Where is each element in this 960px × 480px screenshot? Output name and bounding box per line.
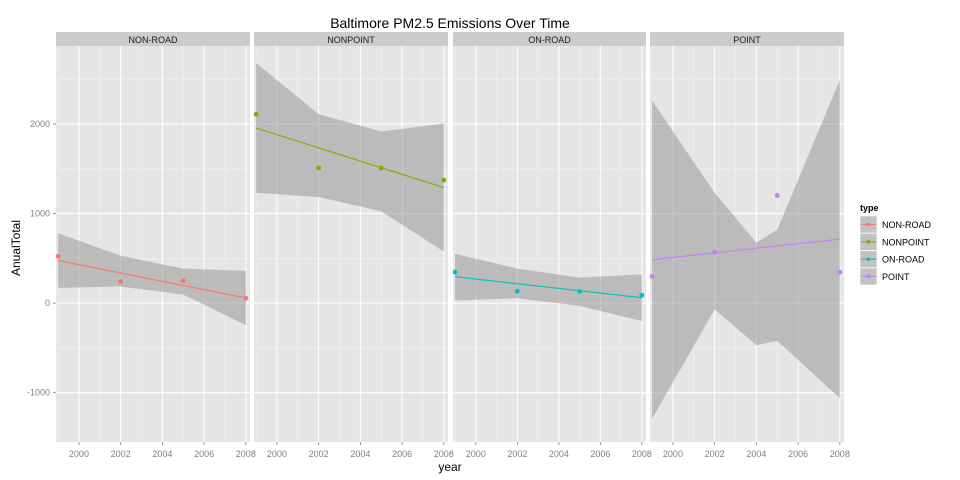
y-tick-label: -1000 [27,388,50,398]
x-tick-label: 2006 [788,449,808,459]
x-tick-label: 2000 [663,449,683,459]
data-point [837,269,843,275]
x-tick-label: 2002 [111,449,131,459]
x-tick-label: 2004 [549,449,569,459]
facet-strip-label: NON-ROAD [129,35,178,45]
x-tick-label: 2004 [152,449,172,459]
fit-line [255,127,444,189]
facet-strip [254,32,448,46]
x-tick-label: 2006 [392,449,412,459]
data-point [712,249,718,255]
data-point [118,279,124,284]
legend-label: NON-ROAD [882,220,931,230]
x-tick-label: 2006 [194,449,214,459]
x-tick-label: 2002 [507,449,527,459]
legend-key-point [866,222,871,227]
legend-entry-point: POINT [859,267,910,286]
x-tick-label: 2000 [69,449,89,459]
facet-strip-label: POINT [733,35,761,45]
legend-entry-non-road: NON-ROAD [859,215,931,234]
data-point [639,292,645,298]
x-tick-label: 2004 [746,449,766,459]
panel-background [56,46,250,442]
data-point [441,177,447,183]
data-point [774,193,780,198]
legend-label: NONPOINT [882,237,930,247]
legend-label: POINT [882,272,910,282]
y-axis: -1000 0 1000 2000 [27,119,56,398]
x-tick-label: 2004 [350,449,370,459]
x-tick-label: 2000 [267,449,287,459]
legend-key-point [866,239,871,244]
facet-strip-label: NONPOINT [327,35,375,45]
facet-point: POINT 2000 2002 2004 2006 2008 [649,32,850,459]
x-tick-label: 2002 [309,449,329,459]
data-point [180,278,186,284]
x-tick-label: 2006 [590,449,610,459]
facet-strip [650,32,844,46]
x-tick-label: 2000 [466,449,486,459]
data-point [514,288,520,294]
x-tick-label: 2008 [632,449,652,459]
data-point [577,289,582,294]
legend-entry-nonpoint: NONPOINT [859,233,930,251]
panel-background [453,46,646,442]
facet-nonpoint: NONPOINT 2000 2002 2004 2006 2008 [253,32,454,459]
data-point [253,111,259,117]
data-point [452,269,458,275]
facet-on-road: ON-ROAD 2000 2002 2004 2006 2008 [452,32,652,459]
legend-label: ON-ROAD [882,255,925,265]
data-point [55,253,61,259]
data-point [316,165,322,171]
legend-key-point [866,274,871,279]
legend-entry-on-road: ON-ROAD [859,250,925,268]
fit-line [57,260,246,299]
fit-line [652,238,840,261]
facets-layer: NON-ROAD 2000 2002 2004 2006 2008 NONPOINT 2000… [27,32,850,459]
facet-strip [453,32,646,46]
x-tick-label: 2008 [236,449,256,459]
data-point [649,274,655,279]
y-axis-title: AnualTotal [9,220,23,276]
x-tick-label: 2008 [434,449,454,459]
legend: type NON-ROAD NONPOINT ON-ROAD POINT [859,203,931,286]
legend-title: type [860,203,879,213]
data-point [243,295,249,301]
facet-strip-label: ON-ROAD [528,35,571,45]
x-tick-label: 2008 [830,449,850,459]
chart-title: Baltimore PM2.5 Emissions Over Time [330,15,570,31]
facet-non-road: NON-ROAD 2000 2002 2004 2006 2008 [55,32,256,459]
y-tick-label: 1000 [30,209,50,219]
y-tick-label: 0 [45,298,50,308]
legend-key-point [866,257,871,261]
fit-line [455,276,642,299]
x-axis-title: year [438,460,461,474]
x-tick-label: 2002 [705,449,725,459]
facet-strip [56,32,250,46]
data-point [378,165,384,171]
y-tick-label: 2000 [30,119,50,129]
